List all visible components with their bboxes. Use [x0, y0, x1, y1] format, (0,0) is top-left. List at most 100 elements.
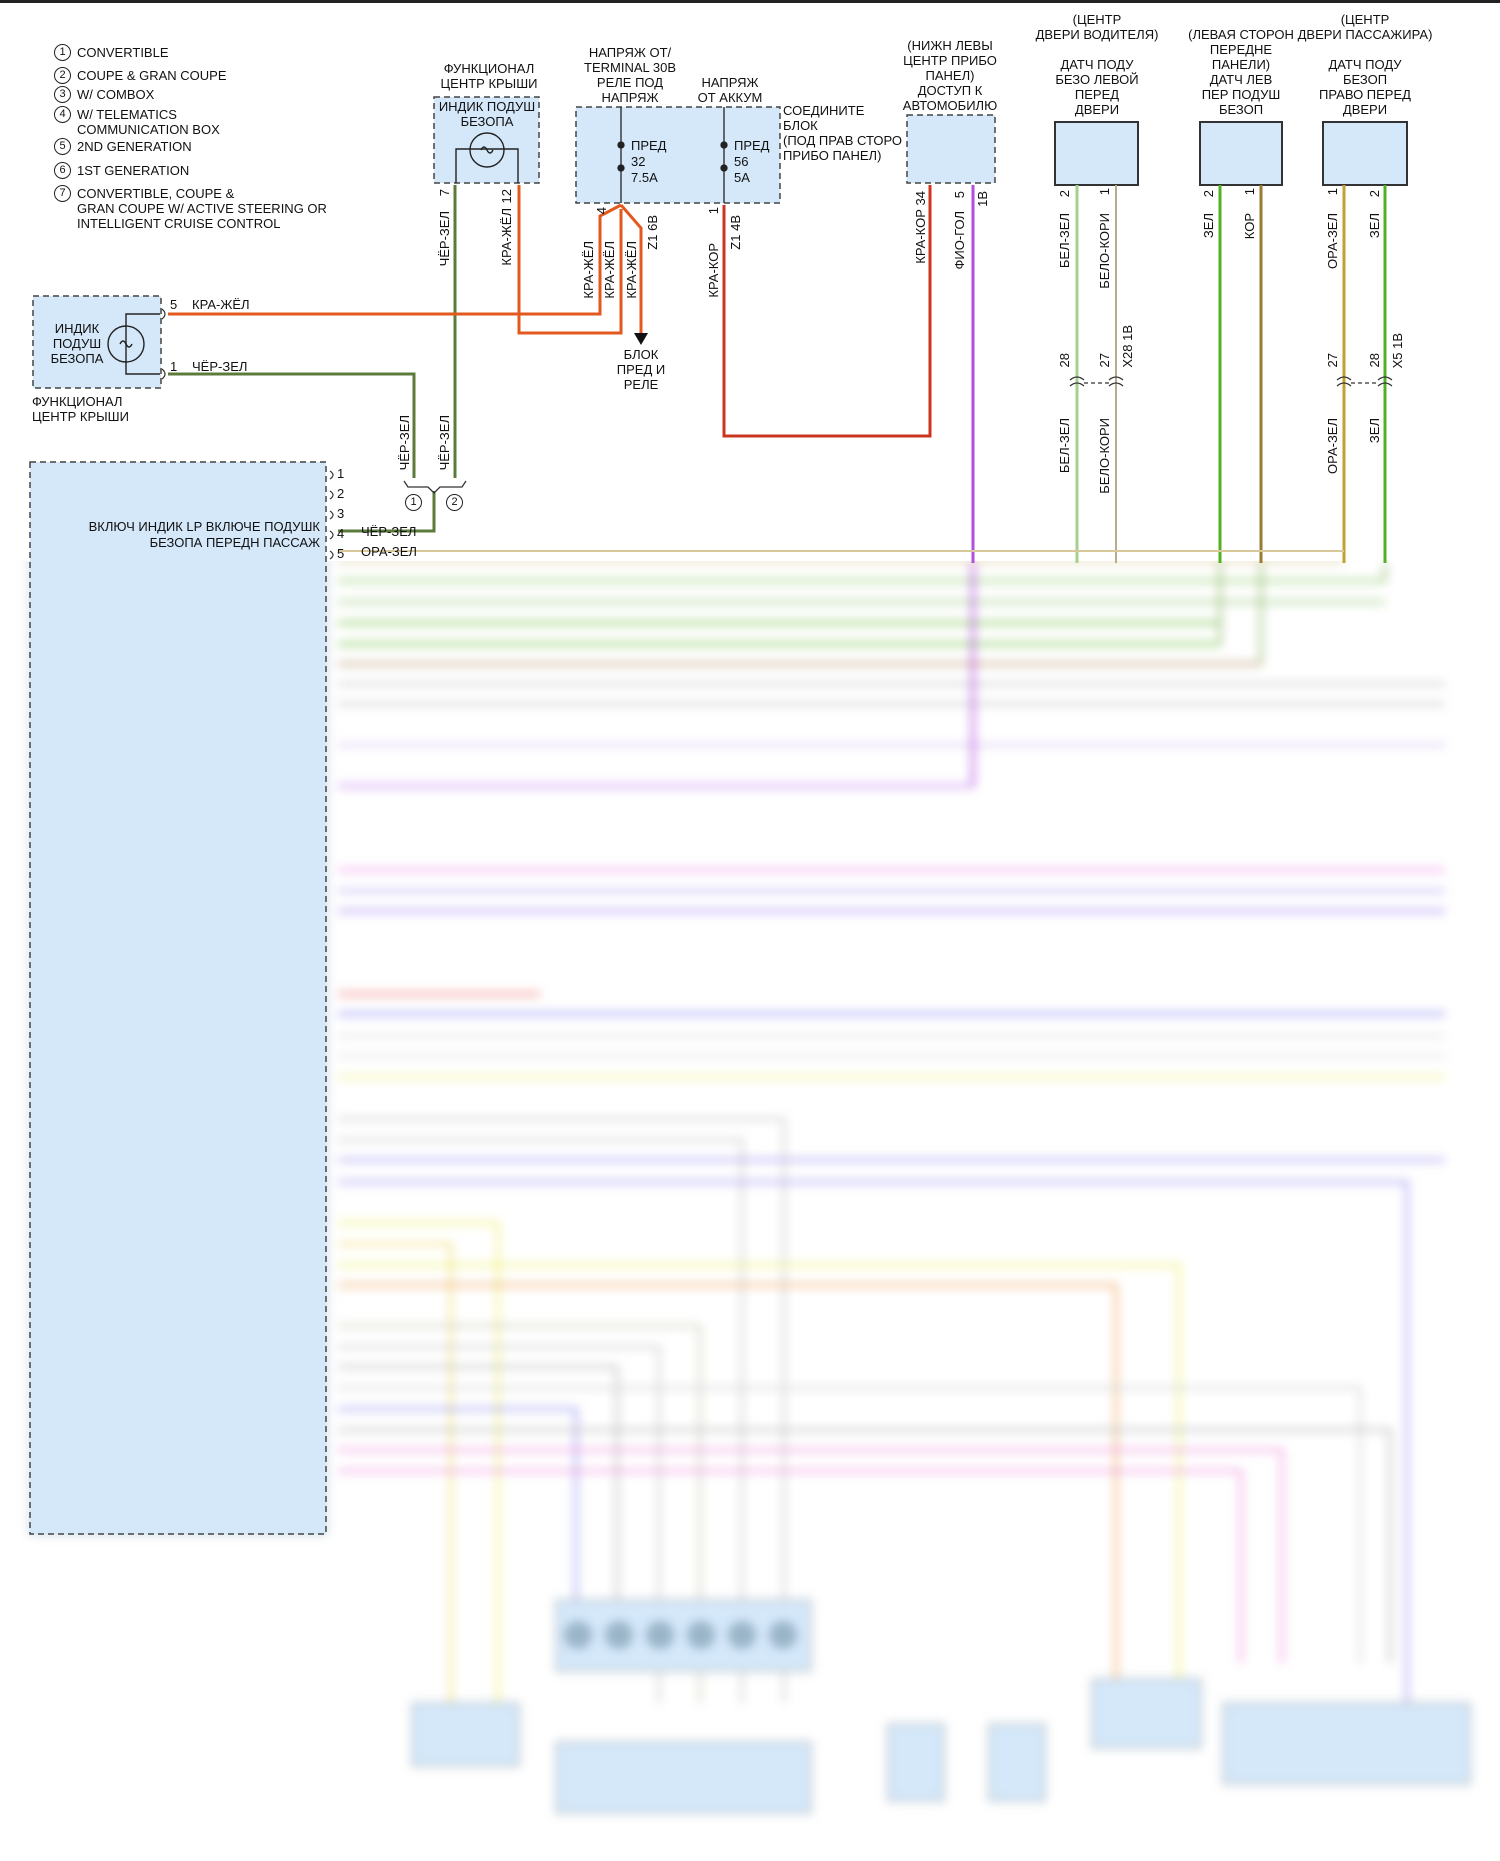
wire-label: ЧЁР-ЗЕЛ — [397, 415, 412, 471]
junction-block-label: СОЕДИНИТЕ БЛОК (ПОД ПРАВ СТОРО ПРИБО ПАНЕЛ) — [783, 103, 902, 163]
wire-red-yellow-roof-center — [517, 185, 623, 335]
battery-voltage-label: НАПРЯЖ ОТ АККУМ — [697, 75, 763, 105]
passenger-door-sensor-box — [1322, 121, 1408, 186]
wire-black-green-module — [338, 491, 436, 533]
passenger-door-sensor-label: (ЦЕНТР ДВЕРИ ПАССАЖИРА) ДАТЧ ПОДУ БЕЗОП ПРАВ… — [1297, 12, 1433, 117]
blurred-component-box — [988, 1723, 1046, 1802]
connector-label: Z1 4B — [728, 215, 743, 250]
wire-label: БЕЛ-ЗЕЛ — [1057, 213, 1072, 269]
access-module-box — [906, 114, 996, 184]
roof-center-label: ФУНКЦИОНАЛ ЦЕНТР КРЫШИ — [440, 61, 538, 91]
blurred-wire — [338, 1138, 744, 1703]
fuse-56-label: ПРЕД 56 5A — [734, 138, 770, 185]
pin-label: 7 — [437, 189, 452, 197]
legend-item: W/ TELEMATICS — [77, 107, 177, 122]
blurred-wire — [338, 1324, 702, 1703]
wire-label: ЧЁР-ЗЕЛ — [437, 415, 452, 471]
connector-label: Z1 6B — [645, 215, 660, 250]
fuse-icon — [617, 107, 728, 203]
roof-lamp-icon — [107, 313, 160, 375]
legend-number-marker: 4 — [54, 106, 71, 123]
left-panel-sensor-box — [1199, 121, 1283, 186]
legend-item: W/ COMBOX — [77, 87, 155, 102]
pin-label: 27 — [1097, 353, 1112, 368]
wire-label: КРА-ЖЁЛ — [192, 297, 250, 312]
pin-label: 28 — [1367, 353, 1382, 368]
option-1-marker: 1 — [405, 494, 422, 511]
wire-label: БЕЛО-КОРИ — [1097, 418, 1112, 494]
pin-label: 4 — [594, 207, 609, 215]
pin-label: 2 — [1201, 190, 1216, 198]
fuse-relay-block-label: БЛОК ПРЕД И РЕЛЕ — [616, 347, 666, 392]
blurred-connector-pin — [605, 1621, 633, 1649]
blurred-component-box — [1222, 1702, 1471, 1785]
fuse-block-label: НАПРЯЖ ОТ/TERMINAL 30B РЕЛЕ ПОД НАПРЯЖ — [584, 45, 676, 105]
blurred-connector-pin — [769, 1621, 797, 1649]
pin-label: 27 — [1325, 353, 1340, 368]
wire-label: ЗЕЛ — [1367, 418, 1382, 444]
legend-item: GRAN COUPE W/ ACTIVE STEERING OR — [77, 201, 327, 216]
wire-label: ЗЕЛ — [1201, 213, 1216, 239]
blurred-wire — [338, 1448, 1284, 1663]
blurred-connector-pin — [564, 1621, 592, 1649]
wire-label: БЕЛО-КОРИ — [1097, 213, 1112, 289]
arrow-down-icon — [634, 333, 648, 345]
blurred-component-box — [1091, 1678, 1202, 1749]
blurred-wire — [338, 1221, 500, 1703]
blurred-wire — [338, 1263, 1181, 1703]
wire-label: КРА-КОР — [706, 243, 721, 298]
wire-label: ОРА-ЗЕЛ — [1325, 213, 1340, 269]
wire-label: ЧЁР-ЗЕЛ — [192, 359, 248, 374]
access-module-label: (НИЖН ЛЕВЫ ЦЕНТР ПРИБО ПАНЕЛ) ДОСТУП К АВТОМ… — [902, 38, 998, 113]
wire-label: КРА-КОР 34 — [913, 191, 928, 264]
roof-lamp-inner-label: ИНДИК ПОДУШ БЕЗОПА — [50, 321, 104, 366]
legend-item: CONVERTIBLE — [77, 45, 169, 60]
blurred-wire — [338, 1117, 786, 1703]
blurred-wire — [338, 1283, 1118, 1703]
left-panel-sensor-label: (ЛЕВАЯ СТОРОН ПЕРЕДНЕ ПАНЕЛИ) ДАТЧ ЛЕВ ПЕР П… — [1188, 27, 1294, 117]
blurred-wire — [338, 1407, 578, 1663]
connector-marks — [161, 308, 1393, 560]
blurred-component-box — [555, 1741, 812, 1814]
wire-label: ЧЁР-ЗЕЛ — [361, 524, 417, 539]
wire-black-green-lamp — [168, 372, 416, 478]
legend-number-marker: 1 — [54, 44, 71, 61]
wire-label: ЧЁР-ЗЕЛ — [437, 211, 452, 267]
wire-red-brown — [722, 185, 932, 438]
wire-label: ФИО-ГОЛ — [952, 211, 967, 270]
roof-center-box — [433, 96, 540, 184]
wire-label: КРА-ЖЁЛ — [581, 241, 596, 299]
pin-label: 1 — [1242, 188, 1257, 196]
roof-center-inner-label: ИНДИК ПОДУШ БЕЗОПА — [438, 99, 536, 129]
airbag-module-box — [29, 461, 327, 1535]
pin-label: 12 — [499, 189, 514, 204]
splice-bracket — [403, 480, 467, 494]
blurred-wire — [338, 1345, 661, 1703]
pin-label: 2 — [1367, 190, 1382, 198]
connector-label: X5 1B — [1390, 333, 1405, 369]
pin-label: 1 — [706, 207, 721, 215]
roof-lamp-label: ФУНКЦИОНАЛ ЦЕНТР КРЫШИ — [32, 394, 129, 424]
fuse-32-label: ПРЕД 32 7.5A — [631, 138, 667, 185]
legend-number-marker: 7 — [54, 185, 71, 202]
legend-item: INTELLIGENT CRUISE CONTROL — [77, 216, 281, 231]
wires-layer — [29, 96, 1408, 1535]
blurred-wire — [338, 1365, 619, 1663]
blurred-wire — [338, 1386, 1362, 1663]
wire-to-fuse-relay-block — [619, 204, 643, 333]
blurred-component-box — [555, 1599, 812, 1672]
legend-number-marker: 6 — [54, 162, 71, 179]
blurred-connector-pin — [687, 1621, 715, 1649]
legend-item: COUPE & GRAN COUPE — [77, 68, 227, 83]
pin-label: 1 — [170, 359, 178, 374]
wire-label: ОРА-ЗЕЛ — [361, 544, 417, 559]
wire-label: КРА-ЖЁЛ — [499, 208, 514, 266]
pin-label: 28 — [1057, 353, 1072, 368]
pin-label: 1 — [1325, 188, 1340, 196]
blurred-connector-pin — [728, 1621, 756, 1649]
blurred-component-box — [411, 1702, 520, 1767]
legend-item: COMMUNICATION BOX — [77, 122, 220, 137]
driver-door-sensor-label: (ЦЕНТР ДВЕРИ ВОДИТЕЛЯ) ДАТЧ ПОДУ БЕЗО ЛЕВОЙ… — [1035, 12, 1159, 117]
